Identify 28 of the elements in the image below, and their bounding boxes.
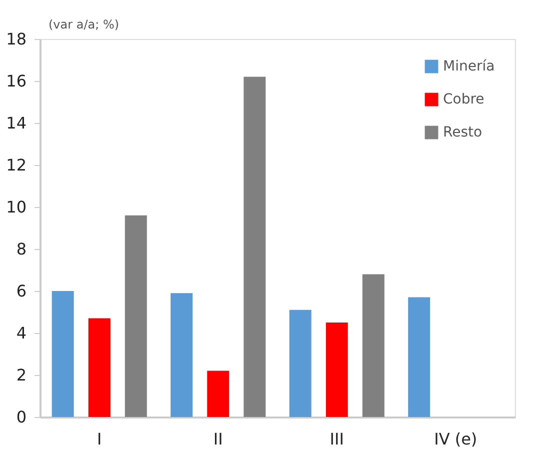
bar bbox=[124, 215, 147, 417]
bar bbox=[244, 76, 266, 417]
x-tick-label: I bbox=[97, 430, 102, 448]
bar bbox=[52, 291, 74, 417]
bar bbox=[289, 310, 312, 417]
y-tick-label: 18 bbox=[6, 30, 26, 48]
bar bbox=[207, 370, 230, 417]
y-tick-label: 16 bbox=[6, 72, 26, 90]
y-tick-label: 6 bbox=[16, 282, 26, 300]
bar bbox=[170, 293, 193, 417]
legend-label: Cobre bbox=[443, 92, 484, 108]
bar bbox=[362, 274, 384, 417]
y-tick-label: 2 bbox=[16, 366, 26, 384]
bar bbox=[326, 322, 348, 417]
y-axis-title: (var a/a; %) bbox=[48, 18, 120, 32]
x-tick-label: III bbox=[330, 430, 344, 448]
y-tick-label: 14 bbox=[6, 114, 26, 132]
y-tick-label: 8 bbox=[16, 240, 26, 258]
y-tick-label: 4 bbox=[16, 324, 26, 342]
legend-label: Resto bbox=[443, 124, 482, 140]
legend-label: Minería bbox=[443, 58, 495, 74]
bar bbox=[408, 297, 430, 417]
y-tick-label: 0 bbox=[16, 408, 26, 426]
bar bbox=[88, 318, 110, 417]
y-tick-label: 12 bbox=[6, 156, 26, 174]
y-tick-label: 10 bbox=[6, 198, 26, 216]
x-tick-label: IV (e) bbox=[434, 430, 478, 448]
x-tick-label: II bbox=[213, 430, 223, 448]
